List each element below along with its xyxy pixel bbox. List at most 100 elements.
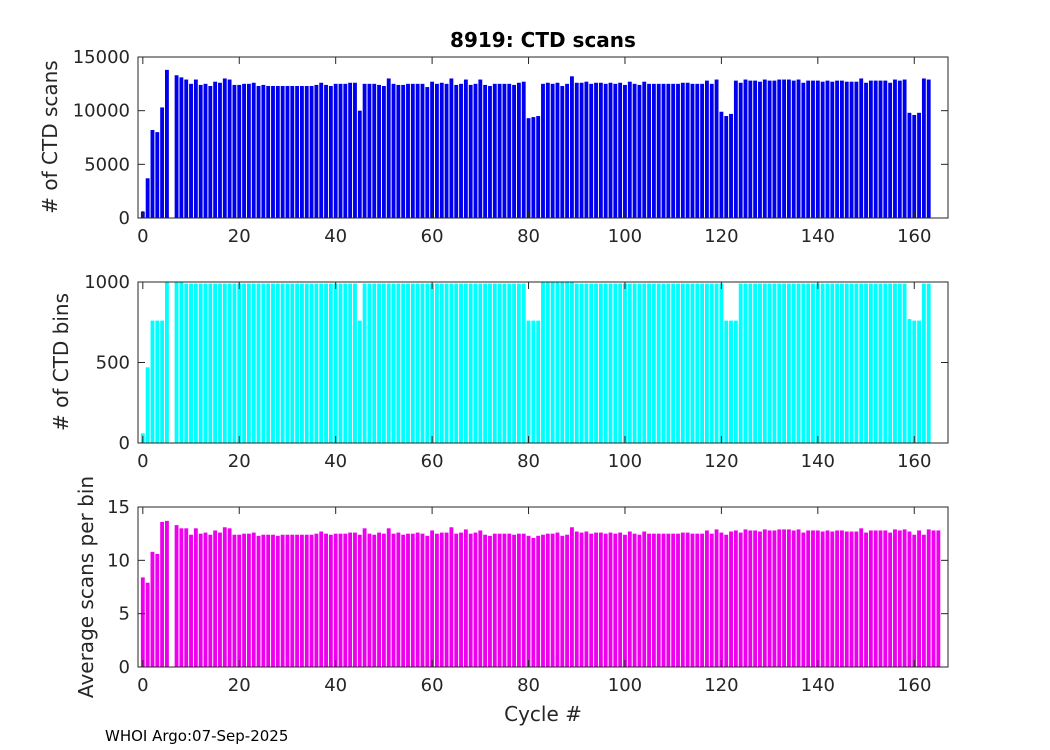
ctd-bins-bar-3: [155, 320, 160, 443]
ctd-bins-bar-155: [888, 283, 893, 443]
avg-scans-bar-7: [174, 525, 179, 667]
avg-scans-bar-156: [893, 529, 897, 667]
ctd-scans-xtick-label-120: 120: [704, 226, 738, 247]
ctd-scans-bar-18: [227, 79, 232, 218]
ctd-bins-bar-9: [184, 283, 189, 443]
avg-scans-bar-8: [179, 528, 184, 667]
ctd-bins-panel: 0 20 40 60 80 100 120 140 160 0 500 1000 # of CTD b…: [49, 272, 949, 472]
avg-scans-bar-77: [512, 534, 516, 667]
avg-scans-bar-52: [391, 533, 396, 667]
avg-scans-bar-161: [917, 530, 921, 667]
ctd-bins-bar-89: [570, 282, 574, 443]
avg-scans-y-label: Average scans per bin: [74, 476, 98, 698]
avg-scans-bar-68: [468, 533, 473, 667]
ctd-bins-bar-129: [762, 283, 767, 443]
avg-scans-bar-42: [343, 533, 348, 667]
avg-scans-bar-101: [627, 531, 632, 667]
ctd-bins-bar-62: [439, 283, 444, 443]
ctd-scans-bar-132: [777, 79, 782, 218]
ctd-bins-bar-37: [319, 283, 324, 443]
ctd-bins-bar-53: [396, 283, 401, 443]
ctd-scans-bar-17: [222, 78, 227, 218]
avg-scans-bar-14: [208, 534, 213, 667]
ctd-bins-xtick-label-100: 100: [608, 451, 642, 472]
ctd-bins-bar-41: [338, 283, 343, 443]
ctd-scans-bar-32: [295, 85, 300, 218]
ctd-bins-bar-21: [242, 283, 246, 443]
ctd-bins-bar-34: [304, 283, 309, 443]
ctd-bins-bar-158: [902, 283, 907, 443]
avg-scans-bar-15: [213, 530, 218, 667]
avg-scans-bar-149: [859, 528, 864, 667]
avg-scans-bar-84: [545, 533, 550, 667]
ctd-scans-bar-127: [753, 80, 758, 218]
avg-scans-ticks: 0 20 40 60 80 100 120 140 160 0 5 10 15: [107, 497, 948, 696]
ctd-scans-bar-16: [218, 82, 222, 218]
avg-scans-bar-165: [936, 530, 941, 667]
avg-scans-bar-20: [237, 534, 242, 667]
avg-scans-bar-93: [589, 533, 594, 667]
avg-scans-bar-65: [454, 533, 459, 667]
ctd-bins-bar-66: [459, 283, 463, 443]
ctd-bins-bar-87: [560, 282, 565, 443]
ctd-scans-ytick-label-10000: 10000: [73, 101, 130, 122]
ctd-scans-bar-65: [454, 84, 459, 218]
avg-scans-bar-25: [261, 534, 266, 667]
ctd-bins-bar-33: [300, 283, 304, 443]
ctd-bins-bar-54: [401, 283, 406, 443]
avg-scans-bar-134: [786, 529, 791, 667]
ctd-bins-bar-161: [917, 320, 921, 443]
ctd-scans-bar-154: [883, 80, 888, 218]
avg-scans-xtick-label-20: 20: [228, 675, 251, 696]
avg-scans-bar-117: [705, 530, 709, 667]
ctd-bins-bar-95: [598, 283, 603, 443]
ctd-scans-bar-56: [410, 83, 415, 218]
ctd-bins-bar-147: [849, 283, 854, 443]
avg-scans-xtick-label-40: 40: [324, 675, 347, 696]
ctd-bins-bar-52: [391, 283, 396, 443]
ctd-bins-ytick-label-500: 500: [96, 353, 130, 374]
avg-scans-bar-160: [912, 534, 917, 667]
ctd-bins-bar-55: [406, 283, 410, 443]
ctd-scans-bar-99: [618, 82, 623, 218]
ctd-bins-bar-126: [748, 283, 753, 443]
avg-scans-bar-33: [300, 534, 304, 667]
avg-scans-ytick-label-10: 10: [107, 550, 130, 571]
ctd-bins-bar-65: [454, 283, 459, 443]
ctd-bins-y-label: # of CTD bins: [49, 293, 73, 431]
ctd-bins-bar-134: [786, 283, 791, 443]
avg-scans-bar-78: [516, 533, 521, 667]
ctd-scans-bar-98: [613, 83, 618, 218]
avg-scans-bar-147: [849, 531, 854, 667]
ctd-bins-bar-10: [189, 283, 193, 443]
ctd-bins-bar-76: [507, 283, 512, 443]
avg-scans-bar-95: [598, 532, 603, 667]
ctd-bins-bar-64: [449, 283, 454, 443]
ctd-scans-bar-63: [444, 83, 449, 218]
ctd-bins-bar-30: [285, 283, 290, 443]
ctd-bins-bar-35: [309, 283, 314, 443]
avg-scans-bar-58: [420, 533, 425, 667]
ctd-bins-bar-141: [820, 283, 825, 443]
avg-scans-bar-142: [825, 530, 830, 667]
ctd-scans-bar-120: [719, 111, 724, 218]
ctd-scans-bar-115: [695, 83, 700, 218]
ctd-scans-bar-87: [560, 85, 565, 218]
ctd-bins-bar-136: [796, 283, 801, 443]
ctd-scans-bar-84: [545, 82, 550, 218]
ctd-bins-bar-124: [738, 283, 743, 443]
ctd-scans-bar-24: [256, 85, 261, 218]
chart-title: 8919: CTD scans: [450, 28, 636, 52]
avg-scans-bar-113: [685, 532, 690, 667]
ctd-scans-xtick-label-20: 20: [228, 226, 251, 247]
ctd-bins-bar-154: [883, 283, 888, 443]
avg-scans-bar-137: [801, 532, 806, 667]
avg-scans-bar-23: [251, 532, 256, 667]
ctd-scans-bar-135: [791, 80, 796, 218]
ctd-scans-bar-126: [748, 80, 753, 218]
avg-scans-bar-63: [444, 532, 449, 667]
ctd-scans-bar-138: [806, 80, 811, 218]
ctd-scans-bar-157: [897, 80, 902, 218]
ctd-scans-bar-111: [676, 83, 680, 218]
ctd-scans-bar-7: [174, 75, 179, 218]
